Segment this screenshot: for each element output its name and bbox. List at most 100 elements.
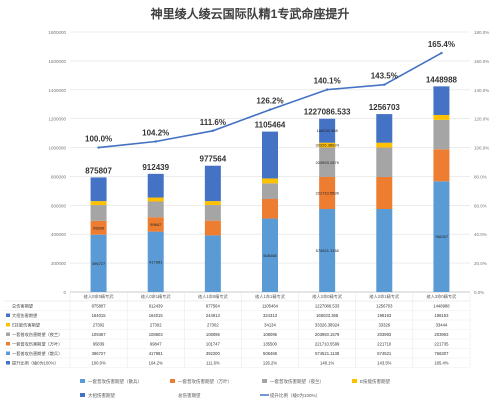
table-cell: 104.2%: [149, 361, 163, 366]
legend-label: 提升比例（绫0为100%）: [270, 392, 320, 399]
bar-segment: [376, 114, 393, 143]
table-cell: 34134: [264, 323, 276, 328]
bar-segment: [376, 147, 393, 177]
total-label: 1105464: [255, 121, 286, 130]
bar-segment: [147, 231, 164, 292]
bar-segment: [319, 147, 336, 177]
table-cell: 27302: [207, 323, 219, 328]
bar-segment: [262, 218, 278, 292]
table-legend-key: [6, 323, 10, 327]
y2-tick-label: 180.0%: [474, 30, 489, 35]
bar-segment: [262, 198, 278, 219]
bar-segment: [262, 131, 278, 179]
total-label: 912439: [142, 163, 169, 172]
bar-segment: [376, 176, 393, 210]
y-tick-label: 1600000: [48, 59, 66, 64]
table-cell: 1448988: [433, 304, 450, 309]
table-cell: 244913: [206, 313, 221, 318]
line-point: [154, 140, 157, 143]
bar-segment: [90, 220, 107, 235]
table-cell: 111.6%: [206, 361, 220, 366]
table-cell: 508468: [263, 351, 278, 356]
table-row-label: 一套普攻伤害期望（万叶）: [12, 341, 62, 348]
table-cell: 417981: [149, 351, 164, 356]
legend-label: 总伤害期望: [178, 392, 201, 399]
line-data-label: 104.2%: [142, 128, 169, 137]
table-cell: 164015: [149, 313, 164, 318]
legend-swatch: [80, 393, 85, 397]
bar-segment: [433, 181, 450, 292]
table-row-label: 大招伤害期望: [12, 312, 37, 319]
table-cell: 100.0%: [91, 361, 105, 366]
line-point: [383, 83, 386, 86]
table-cell: 33326.38924: [315, 323, 340, 328]
legend-swatch: [80, 379, 85, 383]
line-data-label: 140.1%: [314, 77, 341, 86]
legend-label: E技能伤害期望: [360, 378, 391, 385]
bar-segment: [376, 142, 393, 148]
bar-segment: [147, 201, 164, 218]
line-data-label: 165.4%: [428, 40, 455, 49]
bar-segment: [262, 183, 278, 199]
table-cell: 165.4%: [434, 361, 448, 366]
bar-data-label: 95839: [93, 225, 105, 230]
total-label: 1256703: [369, 103, 401, 112]
line-data-label: 126.2%: [256, 97, 283, 106]
bar-data-label: 417981: [149, 259, 163, 264]
table-row-label: 提升比例（绫0为100%）: [12, 360, 59, 367]
table-cell: 108095: [263, 332, 278, 337]
table-cell: 108803: [149, 332, 164, 337]
bar-segment: [204, 165, 221, 202]
y2-tick-label: 60.0%: [474, 203, 487, 208]
table-legend-key: [6, 332, 10, 336]
category-label: 绫人1命1精专武: [255, 293, 286, 300]
chart-title: 神里绫人绫云国际队精1专武命座提升: [151, 6, 350, 21]
bar-segment: [262, 178, 278, 184]
y-tick-label: 400000: [51, 232, 67, 237]
table-cell: 221710.5599: [315, 342, 340, 347]
table-cell: 108096: [206, 332, 221, 337]
table-cell: 27302: [150, 323, 162, 328]
line-point: [268, 108, 272, 111]
legend-swatch: [352, 379, 357, 383]
table-cell: 198163: [434, 313, 449, 318]
category-label: 绫人1命0精专武: [198, 293, 229, 300]
bar-data-label: 766307: [435, 234, 449, 239]
table-cell: 324313: [263, 313, 278, 318]
bar-segment: [147, 197, 164, 202]
bar-data-label: 203993.1579: [315, 160, 339, 165]
y2-tick-label: 80.0%: [474, 174, 487, 179]
bar-segment: [319, 176, 336, 210]
table-cell: 33444: [436, 323, 448, 328]
table-cell: 221735: [434, 342, 449, 347]
y-tick-label: 0: [63, 290, 66, 295]
table-cell: 574521: [377, 351, 392, 356]
bar-data-label: 99847: [150, 222, 162, 227]
legend-label: 一套普攻伤害期望（夜兰）: [270, 378, 324, 385]
bar-data-label: 508468: [263, 253, 277, 258]
category-label: 绫人2命0精专武: [312, 293, 343, 300]
table-cell: 574521.1138: [315, 351, 340, 356]
table-legend-key: [6, 361, 10, 365]
line-data-label: 100.0%: [85, 135, 112, 144]
table-cell: 166033.368: [316, 313, 339, 318]
legend-swatch: [262, 379, 267, 383]
y2-tick-label: 140.0%: [474, 88, 489, 93]
bar-segment: [319, 142, 336, 148]
y2-tick-label: 160.0%: [474, 59, 489, 64]
bar-segment: [90, 205, 107, 221]
table-cell: 203993: [434, 332, 449, 337]
table-cell: 164015: [92, 313, 107, 318]
y-tick-label: 1000000: [48, 146, 66, 151]
y2-tick-label: 120.0%: [474, 117, 489, 122]
bar-segment: [204, 235, 221, 292]
table-legend-key: [6, 313, 10, 317]
bar-segment: [90, 234, 107, 292]
legend-label: 一套普攻伤害期望（万叶）: [178, 378, 232, 385]
category-label: 绫人3命0精专武: [427, 293, 458, 300]
table-cell: 95839: [93, 342, 105, 347]
y-tick-label: 800000: [51, 174, 67, 179]
bar-data-label: 574521.1138: [316, 248, 340, 253]
y-tick-label: 600000: [51, 203, 67, 208]
